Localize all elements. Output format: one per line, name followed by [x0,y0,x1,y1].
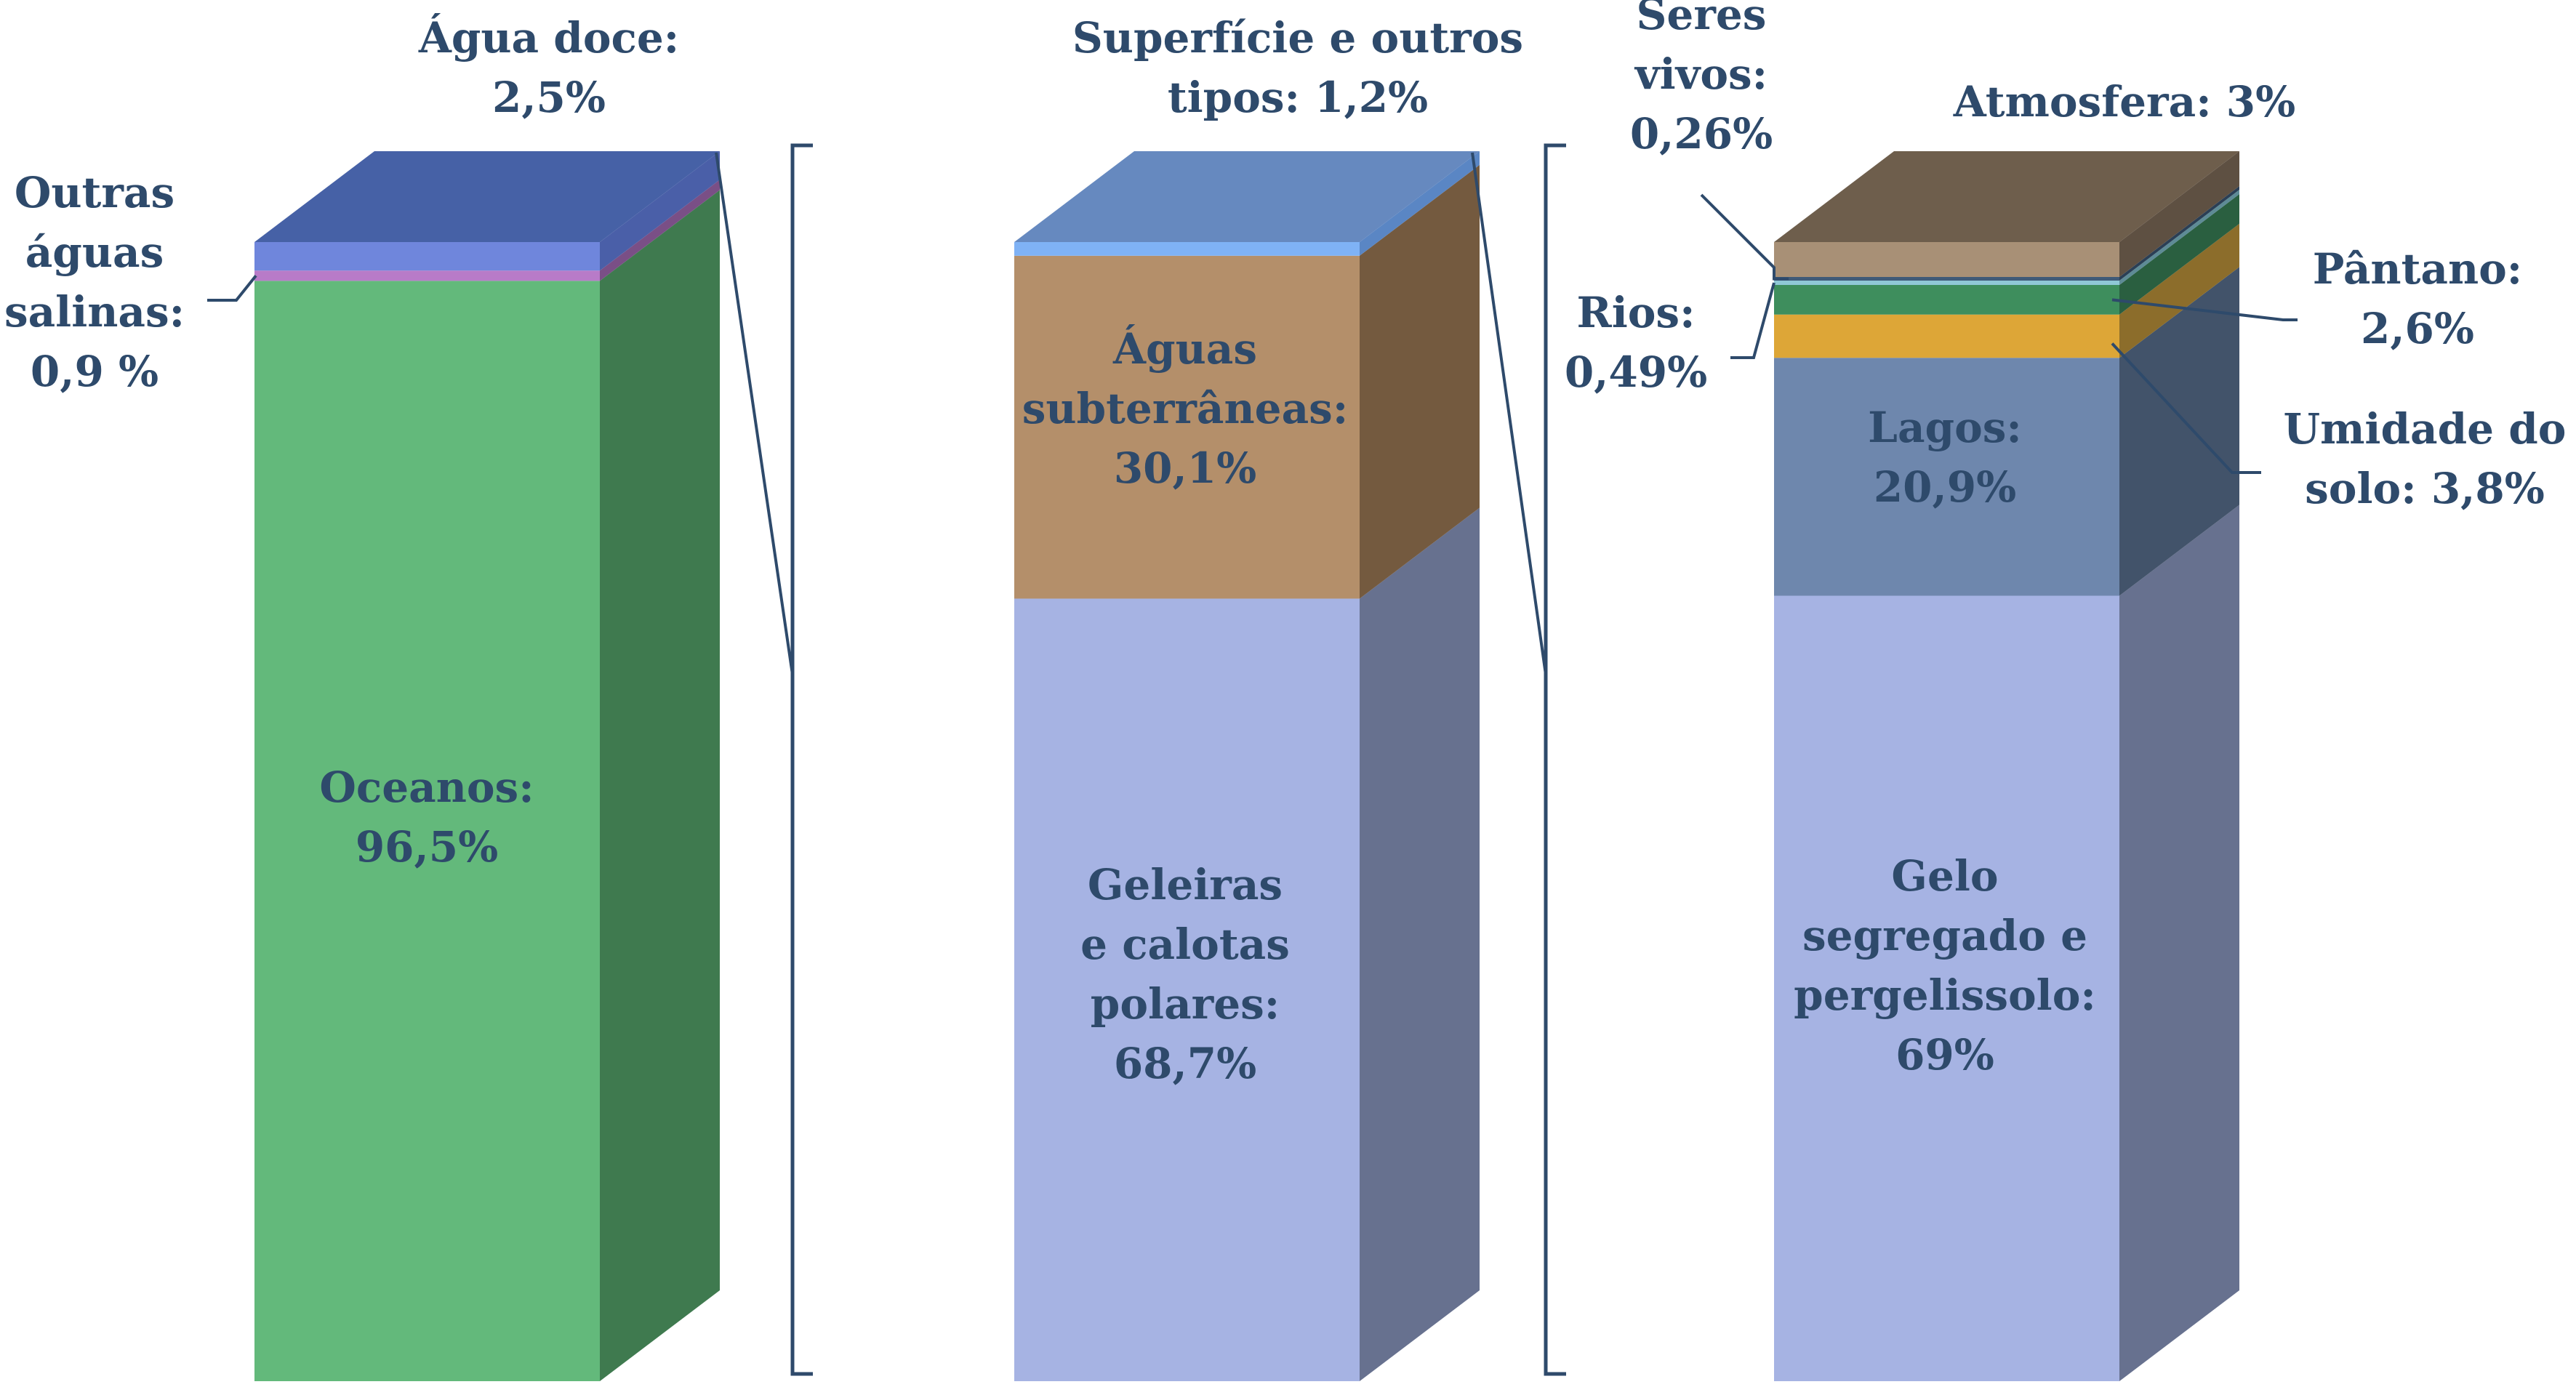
segment-pantano-front [1774,285,2119,315]
segment-umidade-front [1774,315,2119,358]
label-agua_doce-line-1: Água doce: [418,13,679,63]
label-subterraneas-line-3: 30,1% [1114,443,1256,493]
label-gelo-line-2: segregado e [1802,911,2087,960]
label-gelo-line-1: Gelo [1891,851,1998,901]
segment-superficie-front [1014,242,1360,256]
label-gelo-line-4: 69% [1895,1030,1994,1080]
label-rios-line-1: Rios: [1577,288,1696,337]
zoom-line-1 [716,153,793,675]
label-geleiras-line-1: Geleiras [1088,860,1283,909]
label-agua_doce-line-2: 2,5% [492,73,606,122]
segment-gelo-side [2119,505,2239,1381]
label-seres_vivos-line-2: vivos: [1634,49,1768,99]
label-atmosfera-line-1: Atmosfera: 3% [1953,77,2296,126]
segment-geleiras-side [1360,507,1480,1381]
label-oceanos-line-1: Oceanos: [319,763,534,812]
label-superficie-line-1: Superfície e outros [1072,13,1523,63]
label-geleiras-line-4: 68,7% [1114,1039,1256,1088]
segment-outras_salinas-front [254,270,600,281]
label-geleiras-line-2: e calotas [1080,920,1290,969]
label-lagos-line-1: Lagos: [1868,403,2022,452]
label-superficie-line-2: tipos: 1,2% [1168,73,1428,122]
label-geleiras-line-3: polares: [1091,979,1280,1029]
label-umidade-line-1: Umidade do [2283,404,2566,454]
label-outras_salinas-line-4: 0,9 % [31,347,159,396]
label-outras_salinas-line-3: salinas: [4,287,185,337]
first-bracket [793,145,813,1374]
leader-outras-salinas [207,276,256,300]
segment-atmosfera-front [1774,242,2119,277]
segment-rios-front [1774,281,2119,285]
label-outras_salinas-line-1: Outras [15,168,174,217]
zoom-line-2 [1472,153,1546,675]
label-umidade-line-2: solo: 3,8% [2305,464,2545,513]
segment-seres_vivos-front [1774,277,2119,281]
label-gelo-line-3: pergelissolo: [1794,970,2096,1020]
segment-oceanos-side [600,190,720,1381]
label-subterraneas-line-2: subterrâneas: [1022,384,1348,433]
label-subterraneas-line-1: Águas [1112,324,1257,374]
label-pantano-line-1: Pântano: [2313,244,2522,294]
segment-agua_doce-front [254,242,600,270]
label-pantano-line-2: 2,6% [2361,304,2474,353]
label-seres_vivos-line-1: Seres [1637,0,1767,39]
label-outras_salinas-line-2: águas [25,228,164,277]
leader-rios [1730,283,1774,358]
label-seres_vivos-line-3: 0,26% [1630,109,1773,158]
label-rios-line-2: 0,49% [1565,347,1707,397]
label-lagos-line-2: 20,9% [1874,462,2016,512]
second-bracket [1546,145,1566,1374]
label-oceanos-line-2: 96,5% [356,822,498,872]
